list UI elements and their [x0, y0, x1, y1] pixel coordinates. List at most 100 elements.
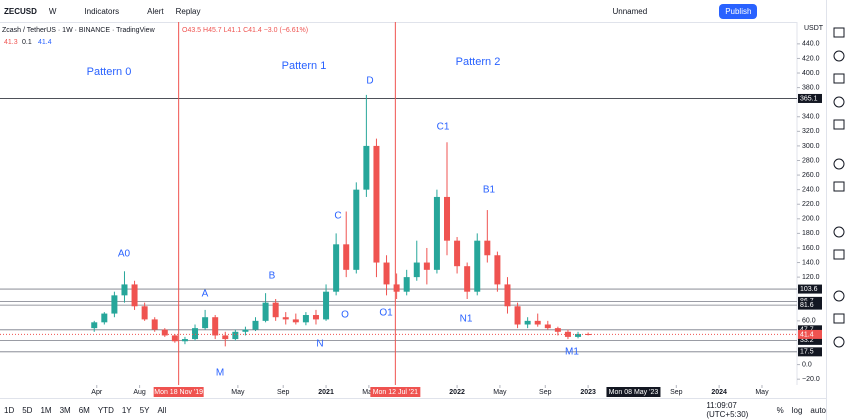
- candle-body: [312, 315, 319, 320]
- candle-body: [494, 255, 501, 285]
- layout-name[interactable]: Unnamed: [612, 6, 648, 16]
- log-toggle[interactable]: log: [791, 405, 803, 415]
- candle-body: [554, 328, 561, 332]
- range-button[interactable]: 1M: [40, 405, 52, 415]
- annotation: C: [334, 211, 341, 222]
- annotation: A: [202, 289, 209, 300]
- right-sidebar: [826, 0, 850, 420]
- y-tick-label: 320.0: [802, 128, 820, 135]
- replay[interactable]: Replay: [175, 6, 201, 16]
- x-tick-label: Apr: [91, 389, 103, 396]
- candle-body: [192, 328, 199, 340]
- top-toolbar: ZECUSD W Indicators Alert Replay Unnamed…: [0, 0, 826, 23]
- price-tag-label: 33.2: [800, 337, 814, 344]
- range-button[interactable]: 5Y: [139, 405, 150, 415]
- price-tag-label: 103.6: [800, 286, 818, 293]
- candle-body: [373, 145, 380, 263]
- price-tag-label: 365.1: [800, 95, 818, 102]
- price-tag: [798, 284, 822, 294]
- candle-body: [212, 317, 219, 336]
- y-tick-label: 60.0: [802, 318, 816, 325]
- candle-body: [444, 196, 451, 241]
- interval[interactable]: W: [48, 6, 57, 16]
- candle-body: [504, 284, 511, 307]
- candle-body: [181, 339, 188, 342]
- y-tick-label: 340.0: [802, 114, 820, 121]
- candle-body: [403, 277, 410, 292]
- candle-body: [454, 240, 461, 267]
- y-tick-label: 220.0: [802, 201, 820, 208]
- publish-button[interactable]: Publish: [719, 3, 758, 19]
- candle-body: [413, 262, 420, 278]
- range-button[interactable]: YTD: [97, 405, 114, 415]
- range-button[interactable]: 3M: [59, 405, 71, 415]
- y-tick-label: 140.0: [802, 259, 820, 266]
- y-tick-label: 260.0: [802, 172, 820, 179]
- candle-body: [141, 306, 148, 320]
- price-tag-label: 81.6: [800, 302, 814, 309]
- x-tick-label: May: [362, 389, 376, 396]
- date-tag-label: Mon 12 Jul '21: [373, 389, 418, 396]
- range-button[interactable]: 1Y: [121, 405, 132, 415]
- date-tag: [153, 387, 204, 397]
- range-button[interactable]: All: [157, 405, 167, 415]
- annotation: B1: [483, 185, 496, 196]
- range-button[interactable]: 5D: [22, 405, 33, 415]
- candle-body: [393, 284, 400, 292]
- auto-toggle[interactable]: auto: [810, 405, 826, 415]
- cursor-date-tag: [606, 387, 661, 397]
- price-tag: [798, 335, 822, 345]
- candle-body: [323, 291, 330, 320]
- candle-body: [91, 322, 98, 329]
- candle-body: [121, 284, 128, 296]
- x-tick-label: May: [493, 389, 507, 396]
- candle-body: [514, 306, 521, 325]
- candle-body: [222, 335, 229, 340]
- y-tick-label: 120.0: [802, 274, 820, 281]
- candle-body: [302, 315, 309, 323]
- annotation: D: [366, 76, 373, 87]
- candle-body: [474, 240, 481, 292]
- annotation: O1: [379, 308, 393, 319]
- candle-body: [242, 329, 249, 332]
- x-tick-label: May: [755, 389, 769, 396]
- candle-body: [262, 302, 269, 321]
- annotation: B: [269, 271, 276, 282]
- candle-body: [423, 262, 430, 270]
- candle-body: [292, 319, 299, 323]
- percent-toggle[interactable]: %: [776, 405, 784, 415]
- candle-body: [524, 320, 531, 325]
- y-tick-label: 240.0: [802, 186, 820, 193]
- alert[interactable]: Alert: [147, 6, 164, 16]
- candle-body: [282, 317, 289, 320]
- candle-body: [151, 319, 158, 330]
- legend-ohlc: O43.5 H45.7 L41.1 C41.4 −3.0 (−6.61%): [182, 27, 308, 34]
- annotation: C1: [437, 122, 450, 133]
- annotation: O: [341, 310, 349, 321]
- symbol[interactable]: ZECUSD: [4, 6, 37, 16]
- x-tick-label: Sep: [539, 389, 552, 396]
- candle-body: [272, 302, 279, 318]
- legend-title: Zcash / TetherUS · 1W · BINANCE · Tradin…: [2, 27, 156, 34]
- x-tick-label: 2023: [580, 389, 596, 396]
- range-button[interactable]: 6M: [78, 405, 90, 415]
- x-tick-label: Aug: [133, 389, 146, 396]
- y-tick-label: 200.0: [802, 216, 820, 223]
- clock: 11:09:07 (UTC+5:30): [706, 401, 749, 419]
- annotation: M1: [565, 347, 579, 358]
- candle-body: [544, 324, 551, 329]
- ask: 41.4: [38, 39, 52, 46]
- cursor-date-label: Mon 08 May '23: [609, 389, 659, 396]
- candle-body: [252, 320, 259, 330]
- sidebar-icons: [833, 27, 845, 348]
- indicators[interactable]: Indicators: [84, 6, 120, 16]
- date-tag-label: Mon 18 Nov '19: [154, 389, 203, 396]
- x-tick-label: 2022: [449, 389, 465, 396]
- x-tick-label: 2021: [318, 389, 334, 396]
- y-tick-label: 180.0: [802, 230, 820, 237]
- annotation: Pattern 1: [282, 60, 327, 72]
- annotation: A0: [118, 249, 131, 260]
- chart: Zcash / TetherUS · 1W · BINANCE · Tradin…: [0, 22, 826, 398]
- range-button[interactable]: 1D: [4, 405, 15, 415]
- annotation: Pattern 2: [456, 56, 501, 68]
